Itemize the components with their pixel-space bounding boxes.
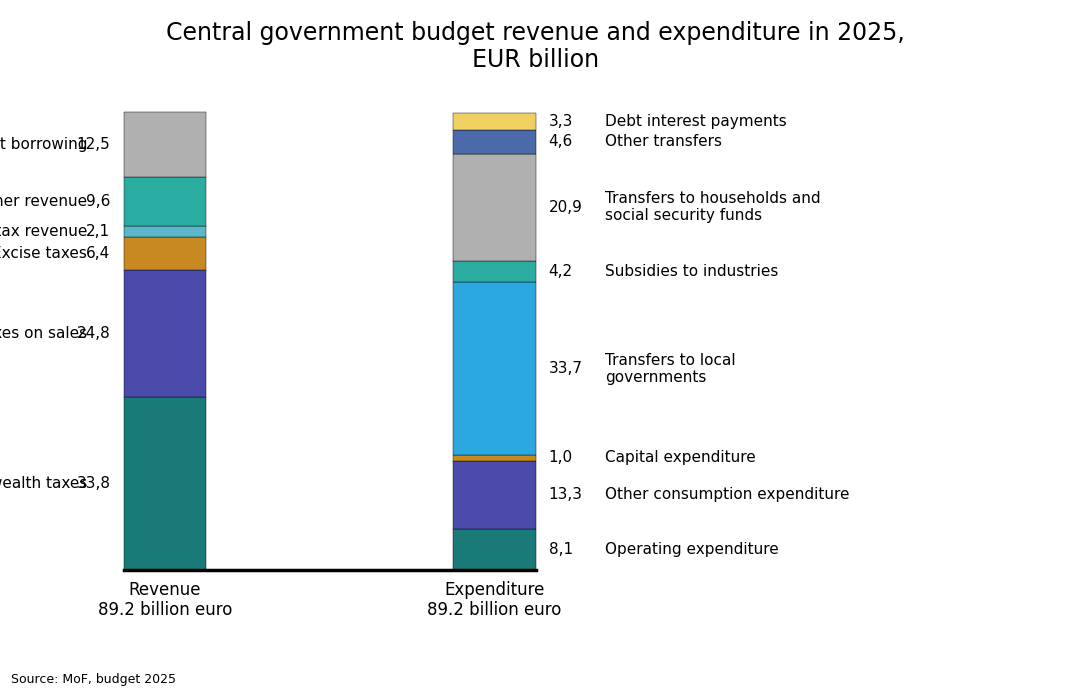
Bar	[123, 112, 206, 176]
Text: Net borrowing: Net borrowing	[0, 137, 88, 152]
Text: Central government budget revenue and expenditure in 2025,
EUR billion: Central government budget revenue and ex…	[166, 21, 905, 72]
Bar	[123, 237, 206, 269]
Text: 12,5: 12,5	[77, 137, 110, 152]
Text: Source: MoF, budget 2025: Source: MoF, budget 2025	[11, 672, 176, 686]
Bar	[123, 226, 206, 237]
Text: Other revenue: Other revenue	[0, 194, 88, 209]
Text: 33,8: 33,8	[76, 476, 110, 491]
Text: 33,7: 33,7	[548, 362, 583, 376]
Bar	[453, 455, 536, 460]
Bar	[123, 176, 206, 226]
Text: Other consumption expenditure: Other consumption expenditure	[605, 487, 849, 502]
Text: 13,3: 13,3	[548, 487, 583, 502]
Bar	[453, 130, 536, 154]
Text: 9,6: 9,6	[86, 194, 110, 209]
Text: Subsidies to industries: Subsidies to industries	[605, 264, 778, 279]
Text: Operating expenditure: Operating expenditure	[605, 542, 779, 557]
Bar	[453, 261, 536, 282]
Text: Debt interest payments: Debt interest payments	[605, 114, 786, 129]
Text: 1,0: 1,0	[548, 451, 573, 466]
Text: 24,8: 24,8	[77, 326, 110, 340]
Text: Other transfers: Other transfers	[605, 134, 722, 150]
Text: Revenue
89.2 billion euro: Revenue 89.2 billion euro	[97, 581, 232, 619]
Bar	[453, 528, 536, 570]
Text: 20,9: 20,9	[548, 200, 583, 215]
Text: 6,4: 6,4	[86, 245, 110, 260]
Text: Transfers to households and
social security funds: Transfers to households and social secur…	[605, 191, 820, 223]
Bar	[123, 269, 206, 397]
Text: Expenditure
89.2 billion euro: Expenditure 89.2 billion euro	[427, 581, 561, 619]
Bar	[453, 282, 536, 455]
Text: Transfers to local
governments: Transfers to local governments	[605, 353, 736, 385]
Text: 4,2: 4,2	[548, 264, 573, 279]
Bar	[453, 113, 536, 130]
Bar	[453, 154, 536, 261]
Text: 2,1: 2,1	[87, 224, 110, 239]
Bar	[453, 460, 536, 528]
Text: Income and wealth taxes: Income and wealth taxes	[0, 476, 88, 491]
Text: 8,1: 8,1	[548, 542, 573, 557]
Text: 3,3: 3,3	[548, 114, 573, 129]
Text: 4,6: 4,6	[548, 134, 573, 150]
Text: Capital expenditure: Capital expenditure	[605, 451, 755, 466]
Text: Excise taxes: Excise taxes	[0, 245, 88, 260]
Text: Other tax revenue: Other tax revenue	[0, 224, 88, 239]
Text: Taxes on sales: Taxes on sales	[0, 326, 88, 340]
Bar	[123, 397, 206, 570]
